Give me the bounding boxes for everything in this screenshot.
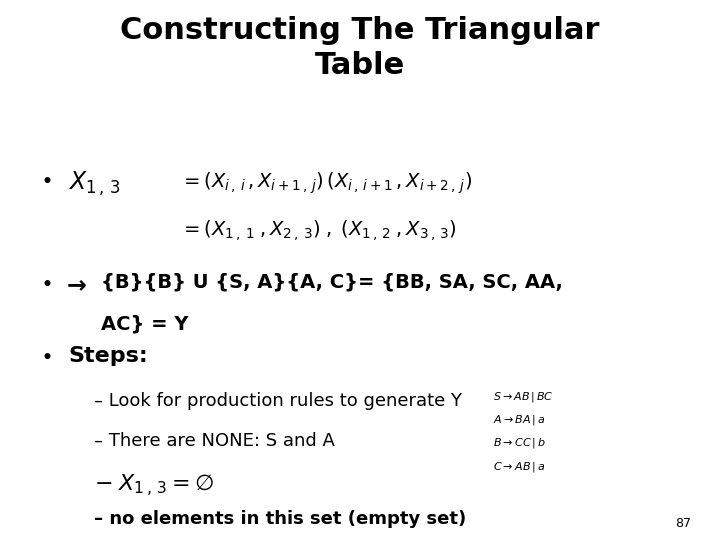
Text: {B}{B} U {S, A}{A, C}= {BB, SA, SC, AA,: {B}{B} U {S, A}{A, C}= {BB, SA, SC, AA, (101, 273, 562, 292)
Text: $\bullet$: $\bullet$ (40, 170, 51, 190)
Text: – no elements in this set (empty set): – no elements in this set (empty set) (94, 510, 466, 528)
Text: 87: 87 (675, 517, 691, 530)
Text: AC} = Y: AC} = Y (101, 314, 189, 333)
Text: Constructing The Triangular
Table: Constructing The Triangular Table (120, 16, 600, 80)
Text: $\bullet$: $\bullet$ (40, 346, 51, 366)
Text: $\bullet$: $\bullet$ (40, 273, 51, 293)
Text: $C \rightarrow AB\,|\,a$: $C \rightarrow AB\,|\,a$ (493, 460, 545, 474)
Text: $-\;X_{1\,,\,3} = \varnothing$: $-\;X_{1\,,\,3} = \varnothing$ (94, 472, 214, 499)
Text: Steps:: Steps: (68, 346, 148, 366)
Text: $X_{1\,,\,3}$: $X_{1\,,\,3}$ (68, 170, 121, 198)
Text: →: → (67, 273, 86, 296)
Text: $A \rightarrow BA\,|\,a$: $A \rightarrow BA\,|\,a$ (493, 413, 546, 427)
Text: – Look for production rules to generate Y: – Look for production rules to generate … (94, 392, 462, 409)
Text: $B \rightarrow CC\,|\,b$: $B \rightarrow CC\,|\,b$ (493, 436, 546, 450)
Text: – There are NONE: S and A: – There are NONE: S and A (94, 432, 335, 450)
Text: $S \rightarrow AB\,|\,BC$: $S \rightarrow AB\,|\,BC$ (493, 390, 554, 404)
Text: $= (X_{i\,,\,i}\,,X_{i+1\,,\,j})\,(X_{i\,,\,i+1}\,,X_{i+2\,,\,j})$: $= (X_{i\,,\,i}\,,X_{i+1\,,\,j})\,(X_{i\… (180, 170, 472, 195)
Text: $= (X_{1\,,\,1}\;,X_{2\,,\,3})\;,\;(X_{1\,,\,2}\;,X_{3\,,\,3})$: $= (X_{1\,,\,1}\;,X_{2\,,\,3})\;,\;(X_{1… (180, 218, 456, 242)
